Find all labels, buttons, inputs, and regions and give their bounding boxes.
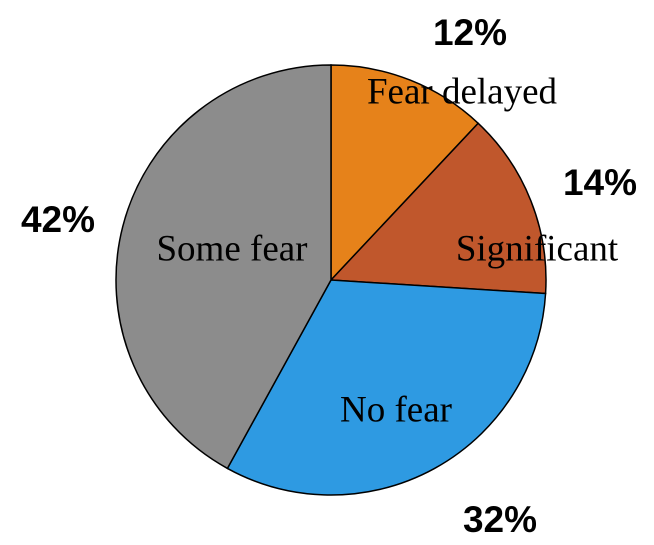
- pie-slice: [330, 64, 480, 282]
- value-label: 32%: [463, 499, 537, 540]
- slice-label: Fear delayed: [367, 71, 558, 112]
- value-label: 14%: [563, 162, 637, 203]
- pie-slice: [226, 279, 547, 496]
- slice-label: No fear: [340, 389, 452, 430]
- pie-slice: [115, 64, 332, 470]
- pie-slice: [329, 122, 547, 295]
- slice-label: Some fear: [156, 228, 307, 269]
- value-label: 12%: [433, 12, 507, 53]
- value-label: 42%: [21, 199, 95, 240]
- slice-label: Significant: [456, 228, 619, 269]
